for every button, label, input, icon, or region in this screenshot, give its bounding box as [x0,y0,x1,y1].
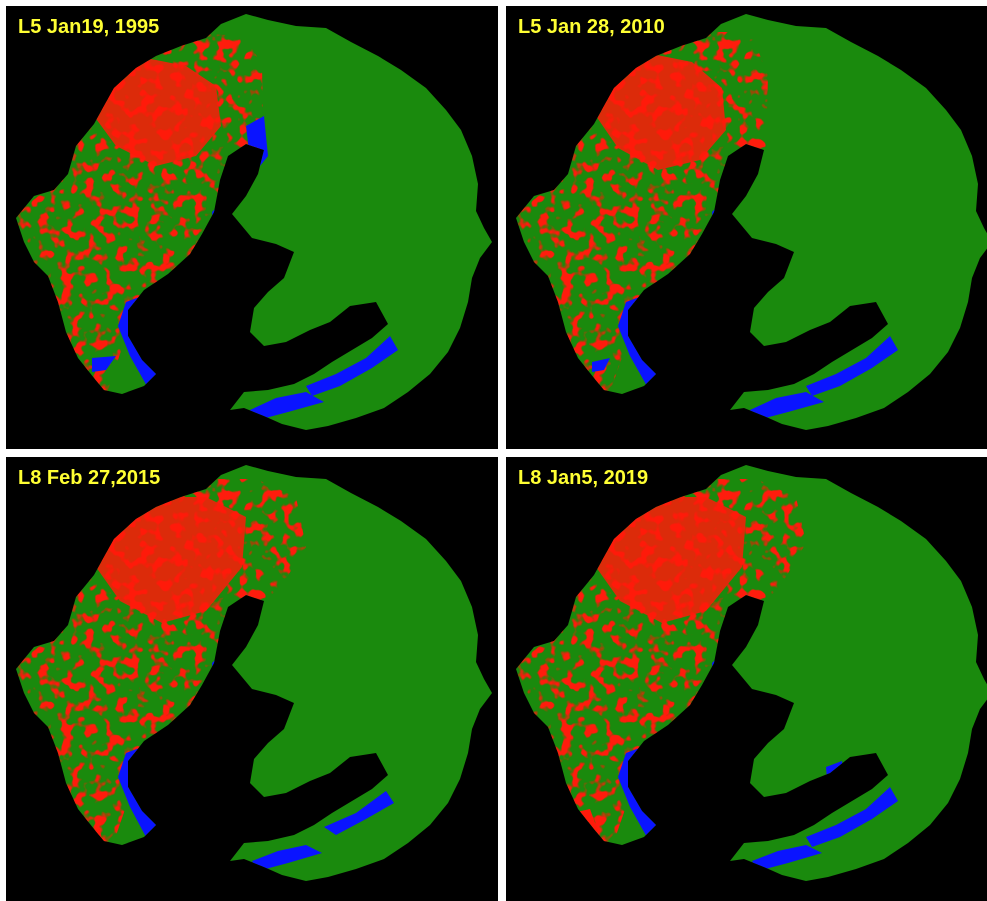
map-panel-2015: L8 Feb 27,2015 [6,457,498,901]
built-up-core [86,56,221,166]
built-up-core [590,52,726,170]
built-up-core [590,497,746,623]
map-panel-2010: L5 Jan 28, 2010 [506,6,987,449]
land-cover-map [506,457,987,901]
map-panel-2019: L8 Jan5, 2019 [506,457,987,901]
map-panel-1995: L5 Jan19, 1995 [6,6,498,449]
built-up-core [90,497,246,623]
map-date-label: L8 Feb 27,2015 [18,467,161,489]
land-cover-map [6,457,498,901]
map-date-label: L8 Jan5, 2019 [518,467,649,489]
map-date-label: L5 Jan 28, 2010 [518,16,665,38]
land-cover-map [506,6,987,449]
land-cover-map [6,6,498,449]
map-date-label: L5 Jan19, 1995 [18,16,160,38]
